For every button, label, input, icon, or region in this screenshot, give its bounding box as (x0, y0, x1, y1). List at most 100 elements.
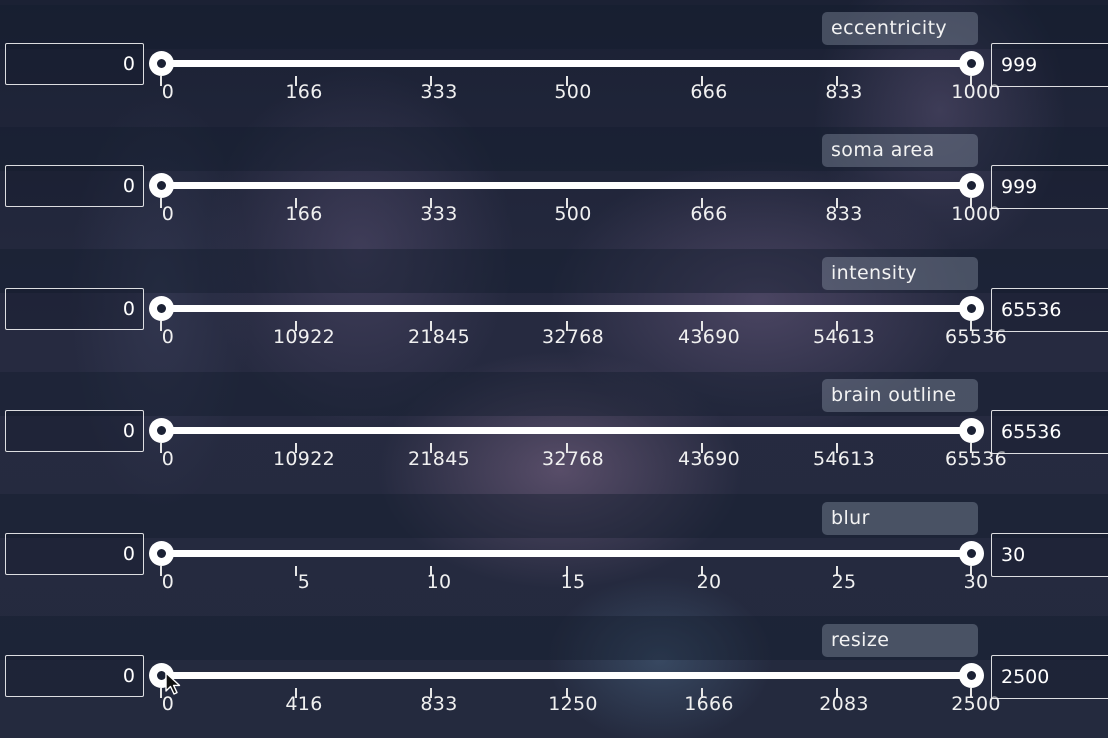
min-value-input[interactable] (5, 533, 144, 575)
background-band (0, 249, 1108, 293)
tick-label: 2500 (951, 693, 1001, 715)
slider-tick (836, 443, 838, 453)
min-value-input[interactable] (5, 288, 144, 330)
slider-row: resize 0 416 833 1250 1666 2083 2500 (0, 611, 1108, 733)
slider-label: blur (822, 502, 978, 535)
tick-label: 5 (297, 571, 311, 593)
slider-tick (430, 198, 432, 208)
max-handle-icon[interactable] (958, 541, 984, 566)
tick-label: 10 (426, 571, 452, 593)
slider-row: brain outline010922218453276843690546136… (0, 366, 1108, 488)
max-value-input[interactable] (991, 288, 1108, 332)
slider-tick (430, 443, 432, 453)
slider-tick (566, 443, 568, 453)
tick-label: 10922 (273, 326, 335, 348)
tick-label: 1000 (951, 81, 1001, 103)
max-handle-icon[interactable] (958, 663, 984, 688)
tick-label: 20 (696, 571, 722, 593)
min-handle-icon[interactable] (148, 173, 174, 198)
min-handle-icon[interactable] (148, 541, 174, 566)
slider-tick (295, 76, 297, 86)
slider-track[interactable] (161, 182, 971, 189)
slider-tick (836, 688, 838, 698)
slider-track[interactable] (161, 550, 971, 557)
slider-tick (566, 76, 568, 86)
min-handle-icon[interactable] (148, 418, 174, 443)
tick-label: 666 (690, 81, 728, 103)
background-band (0, 127, 1108, 171)
tick-label: 1666 (684, 693, 734, 715)
slider-row: soma area 0 166 333 500 666 833 1000 (0, 121, 1108, 243)
tick-label: 32768 (542, 448, 604, 470)
slider-tick (295, 688, 297, 698)
tick-label: 30 (963, 571, 989, 593)
slider-tick (701, 198, 703, 208)
tick-label: 833 (825, 203, 863, 225)
mouse-pointer-icon (165, 672, 181, 695)
slider-tick (970, 566, 972, 576)
min-value-input[interactable] (5, 410, 144, 452)
tick-label: 25 (831, 571, 857, 593)
slider-row: blur 0 5 10 15 20 25 30 (0, 489, 1108, 611)
background-band (0, 5, 1108, 49)
min-value-input[interactable] (5, 165, 144, 207)
slider-tick (701, 688, 703, 698)
slider-track[interactable] (161, 672, 971, 679)
min-value-input[interactable] (5, 655, 144, 697)
slider-tick (836, 76, 838, 86)
tick-label: 21845 (408, 326, 470, 348)
slider-tick (160, 566, 162, 576)
slider-tick (701, 76, 703, 86)
slider-tick (701, 443, 703, 453)
max-handle-icon[interactable] (958, 51, 984, 76)
tick-label: 1000 (951, 203, 1001, 225)
tick-label: 500 (554, 81, 592, 103)
max-value-input[interactable] (991, 533, 1108, 577)
background-band (0, 616, 1108, 660)
slider-tick (701, 321, 703, 331)
tick-label: 43690 (678, 326, 740, 348)
slider-tick (160, 443, 162, 453)
max-value-input[interactable] (991, 410, 1108, 454)
tick-label: 43690 (678, 448, 740, 470)
slider-track[interactable] (161, 60, 971, 67)
max-handle-icon[interactable] (958, 173, 984, 198)
slider-tick (295, 198, 297, 208)
slider-tick (566, 688, 568, 698)
slider-tick (970, 688, 972, 698)
tick-label: 333 (420, 81, 458, 103)
slider-tick (295, 321, 297, 331)
slider-track[interactable] (161, 305, 971, 312)
slider-tick (566, 321, 568, 331)
slider-tick (970, 443, 972, 453)
max-value-input[interactable] (991, 655, 1108, 699)
tick-label: 54613 (813, 326, 875, 348)
slider-tick (970, 321, 972, 331)
tick-label: 333 (420, 203, 458, 225)
slider-label: brain outline (822, 379, 978, 412)
max-handle-icon[interactable] (958, 296, 984, 321)
slider-track[interactable] (161, 427, 971, 434)
tick-label: 416 (285, 693, 323, 715)
tick-label: 666 (690, 203, 728, 225)
tick-label: 15 (560, 571, 586, 593)
slider-tick (430, 321, 432, 331)
max-value-input[interactable] (991, 43, 1108, 87)
tick-label: 166 (285, 203, 323, 225)
min-value-input[interactable] (5, 43, 144, 85)
slider-tick (566, 198, 568, 208)
tick-label: 32768 (542, 326, 604, 348)
min-handle-icon[interactable] (148, 296, 174, 321)
slider-tick (430, 566, 432, 576)
max-value-input[interactable] (991, 165, 1108, 209)
tick-label: 54613 (813, 448, 875, 470)
slider-tick (701, 566, 703, 576)
slider-label: intensity (822, 257, 978, 290)
min-handle-icon[interactable] (148, 51, 174, 76)
tick-label: 0 (161, 326, 175, 348)
slider-tick (970, 76, 972, 86)
slider-tick (430, 688, 432, 698)
max-handle-icon[interactable] (958, 418, 984, 443)
slider-tick (160, 198, 162, 208)
tick-label: 0 (161, 203, 175, 225)
